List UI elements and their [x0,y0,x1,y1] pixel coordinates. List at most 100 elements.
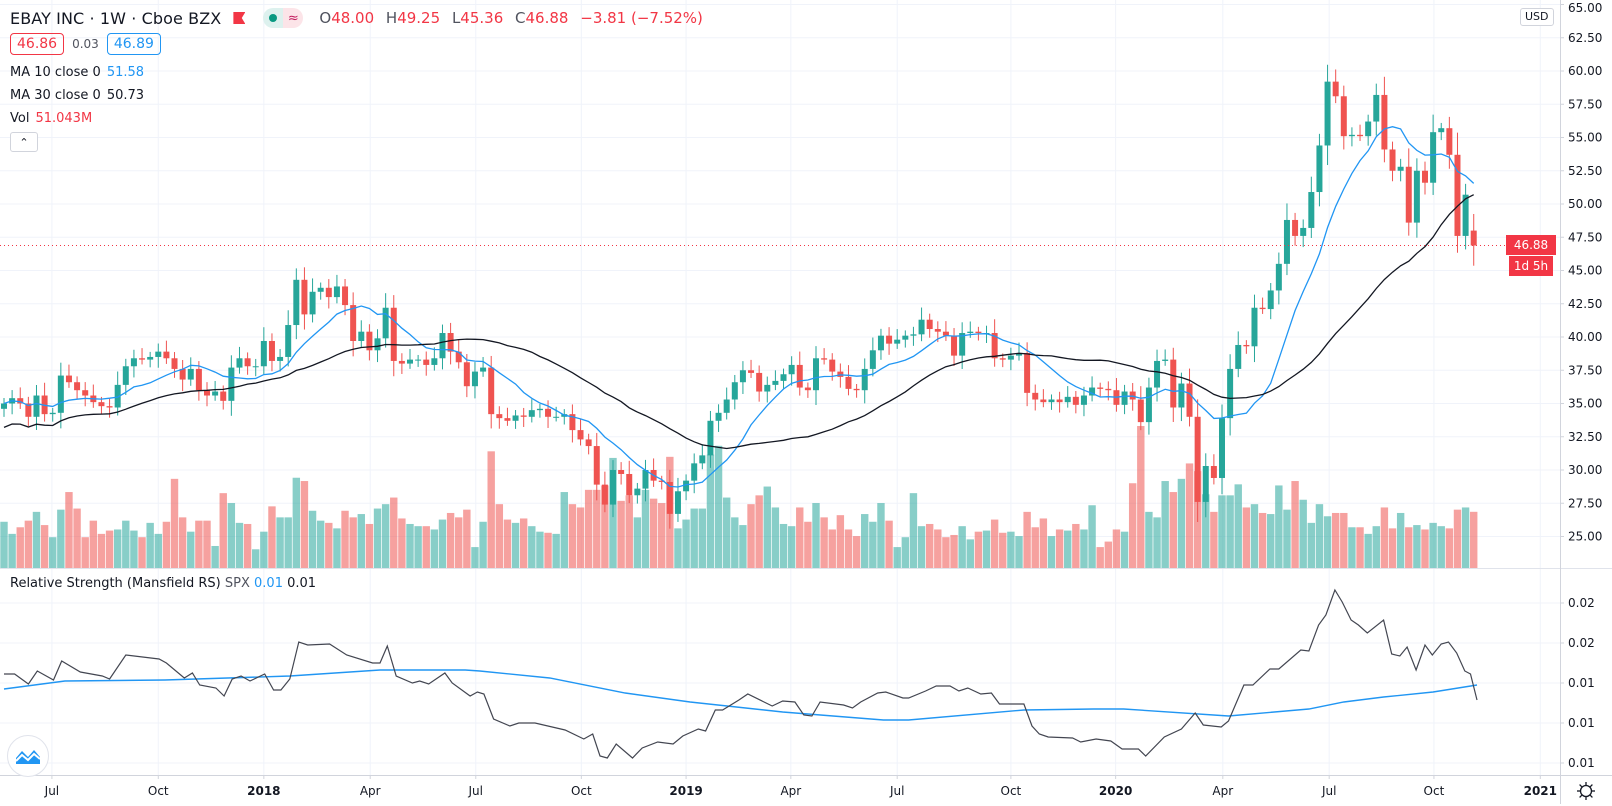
volume-bar [178,517,187,568]
candle-body [1064,396,1071,403]
candle-body [1308,192,1315,228]
open-value: 48.00 [331,9,375,27]
candle-down [1056,391,1063,413]
candle-up [49,407,56,422]
volume-bar [1120,531,1129,568]
candle-down [577,418,584,446]
candle-up [1283,203,1290,276]
candle-body [252,366,259,368]
candle-body [1446,128,1453,155]
candle-up [764,376,771,403]
ma10-line [3,126,1475,488]
volume-bar [1340,512,1348,568]
volume-bar [1388,528,1397,568]
volume-bar [414,526,422,568]
candle-body [220,391,227,401]
candle-down [139,348,146,365]
volume-bar [8,533,16,568]
volume-bar [1202,494,1210,568]
candle-up [333,274,340,304]
price-axis[interactable]: 65.00 62.50 60.00 57.50 55.00 52.50 50.00 47.50… [1560,1,1602,544]
candle-body [569,414,576,431]
volume-bar [1396,512,1405,568]
candle-body [1324,81,1331,146]
candle-up [894,329,901,349]
volume-bar [1421,529,1429,568]
candle-up [528,399,535,423]
volume-bar [1315,504,1324,568]
candle-down [488,355,495,429]
candle-body [869,350,876,369]
candle-body [407,359,413,364]
volume-bar [1039,518,1048,568]
buy-button[interactable]: 46.89 [106,33,161,55]
spread-value: 0.03 [72,37,99,51]
volume-bar [787,526,796,568]
candle-up [382,293,389,348]
ma30-legend[interactable]: MA 30 close 0 50.73 [10,85,144,105]
currency-badge[interactable]: USD [1520,8,1554,26]
volume-bar [804,521,812,568]
grid-lines [0,0,1560,775]
candle-up [1397,158,1404,182]
settings-gear-icon[interactable] [1575,780,1597,802]
candle-down [447,322,454,365]
candle-up [731,374,738,410]
volume-bar [341,510,349,568]
candle-up [439,324,446,370]
volume-bar [113,529,122,568]
volume-value: 51.043M [35,110,93,126]
volume-bar [601,485,609,568]
tradingview-logo-icon[interactable] [7,735,49,777]
volume-legend[interactable]: Vol 51.043M [10,108,92,128]
candle-down [1210,454,1217,485]
candle-down [1186,368,1193,427]
volume-bar [430,529,439,568]
candle-body [780,374,787,381]
bid-ask-row: 46.86 0.03 46.89 [10,32,161,56]
volume-bar [138,537,146,568]
volume-bar [755,495,763,568]
rs-legend[interactable]: Relative Strength (Mansfield RS) SPX 0.0… [10,576,316,591]
flag-icon[interactable] [233,12,246,24]
candle-body [975,331,982,334]
volume-bar [65,492,73,568]
volume-bar [40,525,49,568]
candle-body [642,470,649,489]
candle-up [309,278,316,323]
volume-bar [649,498,658,568]
candle-body [423,359,430,365]
symbol-title[interactable]: EBAY INC · 1W · Cboe BZX [10,8,222,28]
candle-up [212,380,219,401]
candle-body [788,364,795,375]
candle-up [415,354,422,367]
candle-up [910,326,917,346]
candle-body [934,329,941,332]
ma30-label: MA 30 close 0 [10,87,101,103]
volume-bar [16,527,24,568]
volume-bar [284,517,292,568]
candle-body [618,470,625,474]
market-status-pill[interactable]: ≈ [263,8,304,28]
candle-body [382,307,389,339]
candle-up [1178,372,1185,422]
candle-body [1089,387,1096,396]
time-axis[interactable]: Jul Oct 2018 Apr Jul Oct 2019 Apr Jul Oct 2020 Apr J… [44,775,1557,798]
candle-down [366,324,373,361]
candle-down [593,432,600,501]
candle-body [431,358,438,365]
rs-axis[interactable]: 0.02 0.02 0.01 0.01 0.01 [1560,596,1595,770]
high-label: H [385,9,398,27]
candle-down [1024,342,1031,407]
candle-body [1405,166,1412,223]
volume-bar [1177,478,1186,568]
candle-down [423,351,430,376]
candle-up [1064,386,1071,408]
candle-body [390,307,397,361]
sell-button[interactable]: 46.86 [10,33,65,55]
candle-down [455,340,462,369]
candle-body [342,286,349,306]
ma10-legend[interactable]: MA 10 close 0 51.58 [10,62,144,82]
collapse-legend-button[interactable]: ⌃ [10,132,38,152]
